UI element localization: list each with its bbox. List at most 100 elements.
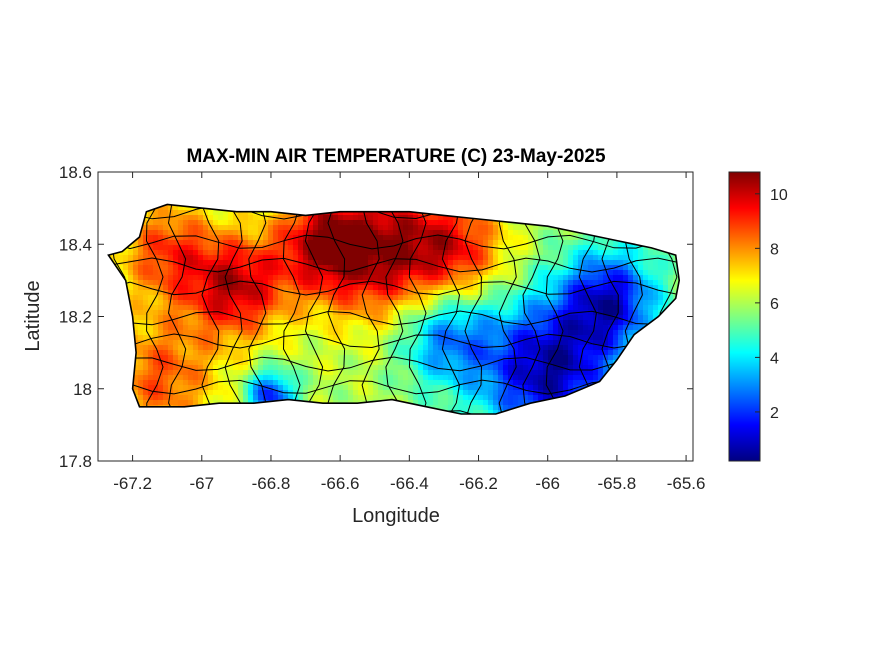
- field-cell: [478, 240, 484, 246]
- field-cell: [283, 285, 289, 291]
- field-cell: [383, 290, 389, 296]
- field-cell: [593, 370, 599, 376]
- field-cell: [308, 350, 314, 356]
- field-cell: [153, 310, 159, 316]
- field-cell: [533, 325, 539, 331]
- field-cell: [563, 235, 569, 241]
- field-cell: [588, 260, 594, 266]
- field-cell: [483, 350, 489, 356]
- field-cell: [138, 380, 144, 386]
- field-cell: [243, 280, 249, 286]
- field-cell: [378, 380, 384, 386]
- field-cell: [238, 295, 244, 301]
- field-cell: [533, 340, 539, 346]
- field-cell: [348, 260, 354, 266]
- field-cell: [313, 385, 319, 391]
- field-cell: [173, 295, 179, 301]
- field-cell: [338, 260, 344, 266]
- field-cell: [453, 300, 459, 306]
- field-cell: [353, 250, 359, 256]
- field-cell: [333, 385, 339, 391]
- field-cell: [238, 350, 244, 356]
- field-cell: [178, 320, 184, 326]
- field-cell: [243, 325, 249, 331]
- field-cell: [428, 380, 434, 386]
- field-cell: [438, 295, 444, 301]
- field-cell: [308, 235, 314, 241]
- field-cell: [498, 400, 504, 406]
- field-cell: [433, 275, 439, 281]
- field-cell: [438, 275, 444, 281]
- field-cell: [483, 325, 489, 331]
- field-cell: [313, 250, 319, 256]
- field-cell: [338, 320, 344, 326]
- field-cell: [253, 240, 259, 246]
- field-cell: [473, 270, 479, 276]
- field-cell: [133, 330, 139, 336]
- field-cell: [443, 340, 449, 346]
- field-cell: [228, 305, 234, 311]
- field-cell: [333, 365, 339, 371]
- field-cell: [353, 385, 359, 391]
- field-cell: [183, 370, 189, 376]
- field-cell: [328, 265, 334, 271]
- field-cell: [443, 400, 449, 406]
- field-cell: [388, 225, 394, 231]
- field-cell: [133, 385, 139, 391]
- field-cell: [518, 315, 524, 321]
- field-cell: [158, 255, 164, 261]
- field-cell: [568, 320, 574, 326]
- field-cell: [328, 230, 334, 236]
- field-cell: [148, 370, 154, 376]
- field-cell: [358, 350, 364, 356]
- field-cell: [148, 210, 154, 216]
- field-cell: [368, 270, 374, 276]
- field-cell: [173, 340, 179, 346]
- field-cell: [223, 230, 229, 236]
- field-cell: [498, 260, 504, 266]
- field-cell: [223, 215, 229, 221]
- field-cell: [323, 355, 329, 361]
- field-cell: [283, 310, 289, 316]
- field-cell: [178, 295, 184, 301]
- field-cell: [273, 365, 279, 371]
- field-cell: [213, 225, 219, 231]
- field-cell: [563, 245, 569, 251]
- field-cell: [418, 370, 424, 376]
- field-cell: [193, 345, 199, 351]
- field-cell: [168, 300, 174, 306]
- field-cell: [568, 235, 574, 241]
- field-cell: [153, 275, 159, 281]
- field-cell: [133, 260, 139, 266]
- field-cell: [313, 380, 319, 386]
- field-cell: [538, 365, 544, 371]
- field-cell: [498, 335, 504, 341]
- field-cell: [443, 260, 449, 266]
- field-cell: [428, 395, 434, 401]
- field-cell: [348, 320, 354, 326]
- field-cell: [233, 380, 239, 386]
- field-cell: [333, 350, 339, 356]
- field-cell: [338, 230, 344, 236]
- field-cell: [368, 355, 374, 361]
- field-cell: [488, 225, 494, 231]
- field-cell: [473, 370, 479, 376]
- field-cell: [223, 320, 229, 326]
- field-cell: [143, 280, 149, 286]
- field-cell: [463, 290, 469, 296]
- field-cell: [448, 400, 454, 406]
- field-cell: [133, 250, 139, 256]
- field-cell: [208, 280, 214, 286]
- field-cell: [198, 330, 204, 336]
- field-cell: [223, 360, 229, 366]
- field-cell: [278, 340, 284, 346]
- field-cell: [428, 240, 434, 246]
- field-cell: [308, 275, 314, 281]
- field-cell: [218, 235, 224, 241]
- field-cell: [463, 405, 469, 411]
- field-cell: [358, 240, 364, 246]
- field-cell: [283, 225, 289, 231]
- field-cell: [353, 285, 359, 291]
- field-cell: [133, 390, 139, 396]
- field-cell: [338, 345, 344, 351]
